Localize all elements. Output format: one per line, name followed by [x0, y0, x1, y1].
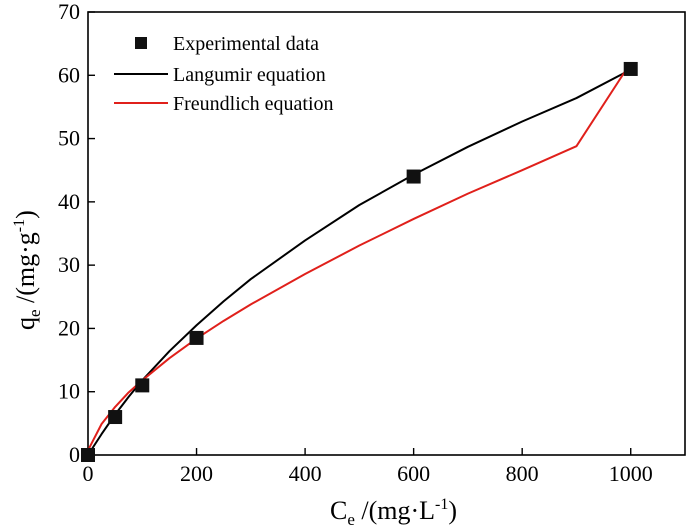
- legend: Experimental data Langumir equation Freu…: [114, 33, 334, 115]
- x-axis-label-sub: e: [347, 510, 355, 529]
- y-axis-label-main: q: [11, 317, 40, 330]
- y-tick-label: 20: [58, 315, 80, 340]
- y-tick-label: 0: [69, 442, 80, 467]
- series-layer: [81, 61, 638, 462]
- y-tick-label: 10: [58, 379, 80, 404]
- y-axis-label-sub: e: [25, 309, 44, 317]
- y-axis-ticks: 0 10 20 30 40 50 60 70: [58, 0, 95, 467]
- y-tick-label: 30: [58, 252, 80, 277]
- x-tick-label: 400: [289, 461, 322, 486]
- y-axis-label-units: /(mg·g: [11, 232, 40, 309]
- series-line-langumir-equation: [87, 68, 632, 456]
- plot-frame: [87, 11, 686, 456]
- x-axis-label: Ce /(mg·L-1): [330, 496, 457, 529]
- x-axis-ticks: 0 200 400 600 800 1000: [83, 448, 653, 486]
- legend-label-freundlich: Freundlich equation: [173, 93, 334, 115]
- x-tick-label: 800: [506, 461, 539, 486]
- y-tick-label: 50: [58, 126, 80, 151]
- data-point-marker: [108, 410, 123, 425]
- x-tick-label: 600: [397, 461, 430, 486]
- data-point-marker: [81, 448, 95, 462]
- x-axis-label-sup: -1: [435, 496, 448, 513]
- x-tick-label: 200: [180, 461, 213, 486]
- y-axis-label-sup: -1: [11, 219, 28, 232]
- y-tick-label: 40: [58, 189, 80, 214]
- x-axis-label-units: /(mg·L: [355, 496, 435, 525]
- x-axis-label-main: C: [330, 496, 347, 525]
- legend-label-langmuir: Langumir equation: [173, 64, 326, 86]
- data-point-marker: [135, 378, 150, 393]
- x-tick-label: 0: [83, 461, 94, 486]
- y-axis-label-close: ): [11, 210, 40, 219]
- data-point-marker: [623, 61, 638, 76]
- y-tick-label: 70: [58, 0, 80, 24]
- data-point-marker: [189, 330, 204, 345]
- legend-label-experimental: Experimental data: [173, 33, 319, 55]
- series-line-freundlich-equation: [87, 62, 632, 450]
- data-point-marker: [406, 169, 421, 184]
- legend-marker-experimental: [135, 37, 147, 49]
- y-axis-label: qe /(mg·g-1): [11, 210, 44, 330]
- x-tick-label: 1000: [609, 461, 653, 486]
- x-axis-label-close: ): [448, 496, 457, 525]
- y-tick-label: 60: [58, 62, 80, 87]
